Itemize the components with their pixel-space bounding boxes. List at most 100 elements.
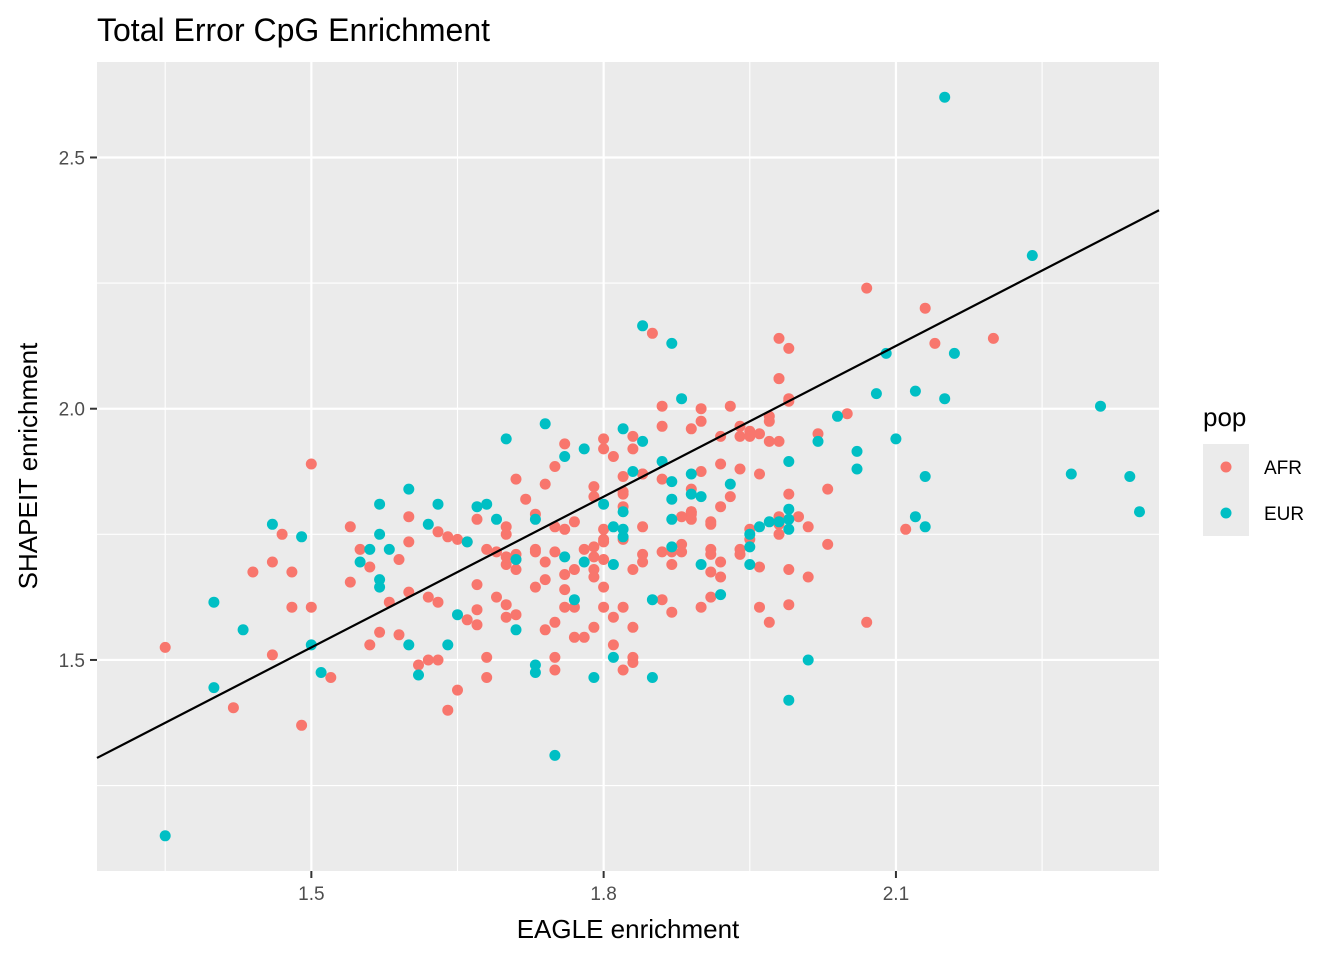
point-afr <box>296 719 308 731</box>
point-afr <box>529 546 541 558</box>
point-afr <box>783 564 795 575</box>
point-afr <box>598 433 610 445</box>
point-eur <box>695 491 707 503</box>
point-afr <box>276 528 288 540</box>
point-eur <box>763 516 775 528</box>
data-points <box>159 91 1145 842</box>
point-eur <box>676 393 688 405</box>
point-afr <box>754 428 765 440</box>
point-afr <box>656 473 668 485</box>
point-afr <box>305 601 317 613</box>
point-afr <box>286 566 298 578</box>
point-eur <box>471 501 483 513</box>
point-afr <box>159 641 171 653</box>
point-afr <box>422 591 434 603</box>
point-eur <box>237 624 249 636</box>
point-eur <box>529 513 541 525</box>
point-afr <box>705 591 717 603</box>
point-afr <box>695 403 707 415</box>
point-eur <box>783 523 795 535</box>
point-afr <box>529 581 541 593</box>
point-eur <box>1124 471 1136 482</box>
point-afr <box>305 458 317 470</box>
legend-eur-marker <box>1220 507 1232 519</box>
point-eur <box>744 559 756 570</box>
point-afr <box>520 493 532 505</box>
x-tick-label: 1.8 <box>590 884 616 905</box>
point-afr <box>588 541 600 553</box>
point-afr <box>559 584 571 596</box>
point-afr <box>588 621 600 633</box>
point-afr <box>422 654 434 666</box>
point-eur <box>266 518 278 530</box>
point-afr <box>695 466 707 477</box>
point-afr <box>705 548 717 560</box>
point-eur <box>666 476 678 488</box>
point-eur <box>832 410 843 422</box>
point-afr <box>568 631 580 643</box>
point-afr <box>734 430 746 442</box>
point-eur <box>315 667 327 678</box>
point-eur <box>783 456 795 467</box>
point-eur <box>939 393 951 405</box>
point-afr <box>471 513 483 525</box>
point-eur <box>500 433 512 445</box>
point-afr <box>627 621 639 633</box>
x-tick-label: 1.5 <box>298 884 324 905</box>
point-afr <box>491 591 502 603</box>
point-afr <box>637 548 649 560</box>
point-eur <box>685 488 697 500</box>
point-eur <box>851 463 863 475</box>
point-eur <box>442 639 454 651</box>
point-eur <box>374 528 386 540</box>
point-afr <box>481 672 493 683</box>
point-afr <box>559 601 571 613</box>
plot-panel <box>97 62 1159 871</box>
point-afr <box>607 451 619 462</box>
point-eur <box>909 511 921 523</box>
point-afr <box>559 438 571 450</box>
point-afr <box>471 604 483 616</box>
point-eur <box>744 528 756 540</box>
point-afr <box>393 629 405 641</box>
point-afr <box>413 659 424 671</box>
point-afr <box>432 526 444 538</box>
point-eur <box>851 445 863 457</box>
point-afr <box>598 581 610 593</box>
point-afr <box>900 523 912 535</box>
point-eur <box>617 423 629 435</box>
legend: pop AFR EUR <box>1203 402 1304 536</box>
point-afr <box>685 506 697 518</box>
point-eur <box>695 559 707 570</box>
point-eur <box>802 654 814 666</box>
point-afr <box>763 435 775 447</box>
point-afr <box>481 651 493 663</box>
point-afr <box>715 501 727 513</box>
point-eur <box>383 543 395 555</box>
point-eur <box>646 672 658 683</box>
point-afr <box>695 415 707 427</box>
point-afr <box>812 428 824 440</box>
point-afr <box>432 654 444 666</box>
point-afr <box>763 415 775 427</box>
point-eur <box>773 516 785 528</box>
point-eur <box>432 498 444 510</box>
point-eur <box>637 320 649 332</box>
point-afr <box>568 564 580 575</box>
point-afr <box>442 531 454 543</box>
point-afr <box>656 594 668 606</box>
point-afr <box>929 337 941 349</box>
point-afr <box>598 523 610 535</box>
point-afr <box>646 327 658 339</box>
point-afr <box>617 471 629 482</box>
point-afr <box>539 556 551 568</box>
point-eur <box>783 694 795 706</box>
point-afr <box>247 566 259 578</box>
point-eur <box>403 639 415 651</box>
point-eur <box>754 521 765 533</box>
y-tick-label: 1.5 <box>59 651 85 672</box>
point-afr <box>841 408 853 420</box>
point-afr <box>403 536 415 548</box>
point-eur <box>1065 468 1077 480</box>
point-afr <box>763 616 775 628</box>
